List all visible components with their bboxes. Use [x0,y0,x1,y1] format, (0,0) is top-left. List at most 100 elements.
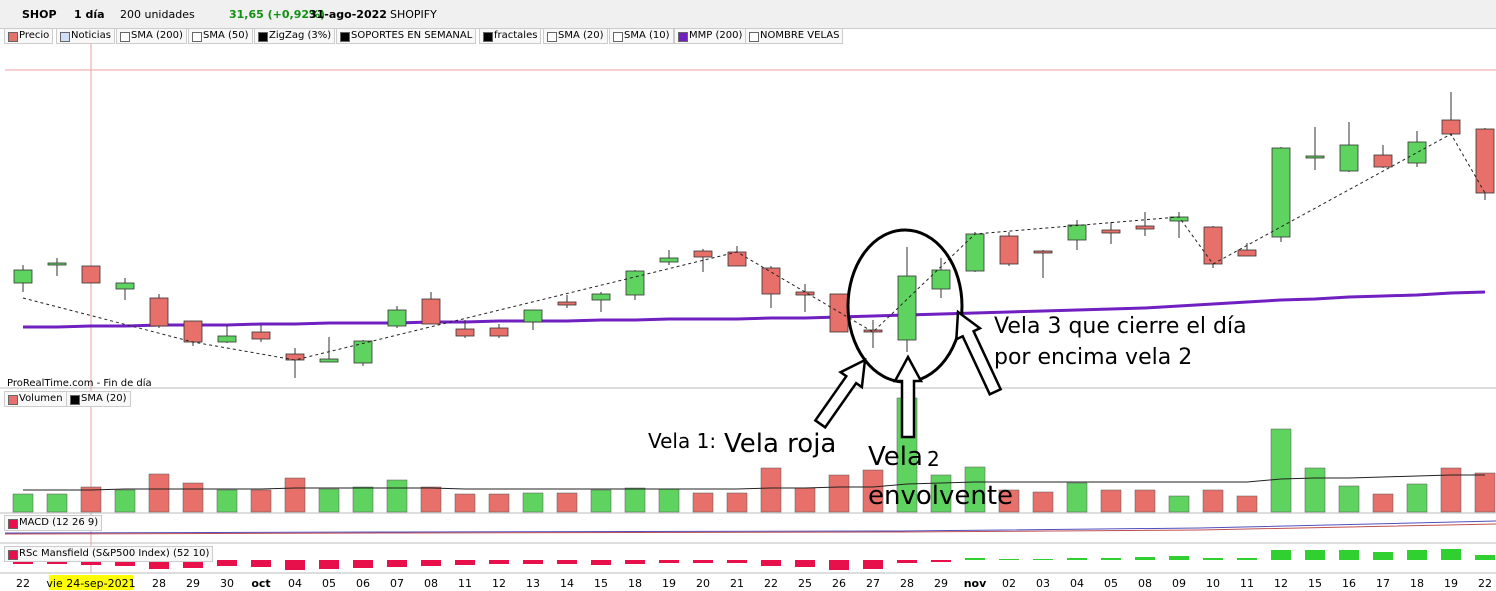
x-tick-label: 09 [1172,577,1186,590]
candle-body [1271,147,1291,238]
rsc-bar [319,560,339,569]
indicator-legend[interactable]: MACD (12 26 9) [4,515,103,531]
rsc-bar [1441,549,1461,560]
volume-bar [1168,495,1190,513]
legend-item[interactable]: fractales [479,28,542,44]
volume-legend-item[interactable]: SMA (20) [66,391,131,407]
candle-body [1067,224,1087,241]
x-tick-label: 03 [1036,577,1050,590]
rsc-bar [659,560,679,563]
annotation: por encima vela 2 [994,345,1192,370]
candle-body [81,265,101,284]
legend-item[interactable]: ZigZag (3%) [254,28,336,44]
swatch [8,550,18,560]
candle-body [693,250,713,258]
x-tick-label: 02 [1002,577,1016,590]
volume-bar [692,492,714,513]
candle-body [795,291,815,296]
volume-bar [420,486,442,513]
rsc-bar [591,560,611,565]
legend-item[interactable]: NOMBRE VELAS [745,28,844,44]
candle-body [1237,249,1257,257]
rsc-bar [965,558,985,560]
rsc-bar [795,560,815,567]
candle-body [1101,229,1121,234]
candle-body [489,327,509,337]
legend-item[interactable]: SMA (200) [116,28,187,44]
x-tick-label: 11 [1240,577,1254,590]
legend-item[interactable]: Noticias [56,28,115,44]
arrow [954,309,1003,396]
legend-item[interactable]: SMA (10) [609,28,674,44]
x-tick-label: 12 [492,577,506,590]
volume-bar [590,489,612,513]
company: SHOPIFY [390,8,437,21]
x-tick-label: 25 [798,577,812,590]
legend-item[interactable]: MMP (200) [674,28,747,44]
volume-bar [1270,428,1292,513]
rsc-bar [625,560,645,564]
rsc-bar [387,560,407,567]
candle-body [829,293,849,333]
annotation: envolvente [868,481,1013,511]
volume-bar [216,489,238,513]
candle-body [1203,226,1223,265]
x-tick-label: 17 [1376,577,1390,590]
x-tick-label: 15 [1308,577,1322,590]
swatch [749,32,759,42]
units[interactable]: 200 unidades [120,8,195,21]
period[interactable]: 1 día [74,8,105,21]
swatch [340,32,350,42]
rsc-bar [1203,558,1223,560]
x-tick-label: 07 [390,577,404,590]
x-tick-label: 22 [764,577,778,590]
candle-body [1033,250,1053,254]
legend-item[interactable]: Precio [4,28,54,44]
candle-body [319,358,339,363]
candle-body [659,257,679,263]
date: 31-ago-2022 [309,8,387,21]
x-tick-label: 26 [832,577,846,590]
x-tick-label: 04 [288,577,302,590]
volume-bar [1372,493,1394,513]
candle-body [115,282,135,290]
x-tick-label: 20 [696,577,710,590]
volume-legend-item[interactable]: Volumen [4,391,67,407]
x-tick-label: 08 [424,577,438,590]
volume-bar [1066,482,1088,513]
volume-bar [46,493,68,513]
annotation: Vela 1: [648,429,716,453]
rsc-bar [115,560,135,566]
symbol[interactable]: SHOP [22,8,57,21]
x-tick-label: 12 [1274,577,1288,590]
volume-bar [1100,489,1122,513]
x-tick-label: 29 [934,577,948,590]
volume-bar [1338,485,1360,513]
indicator-legend[interactable]: RSc Mansfield (S&P500 Index) (52 10) [4,546,214,562]
candle-body [1475,128,1495,194]
legend: Precio Noticias SMA (200) SMA (50) ZigZag (3… [0,28,1496,44]
volume-bar [1032,491,1054,513]
x-tick-label: 21 [730,577,744,590]
swatch [678,32,688,42]
candle-body [1407,141,1427,164]
x-tick-label: 14 [560,577,574,590]
volume-bar [522,492,544,513]
swatch [547,32,557,42]
volume-bar [862,469,884,513]
legend-item[interactable]: SOPORTES EN SEMANAL [336,28,477,44]
legend-item[interactable]: SMA (50) [188,28,253,44]
swatch [8,32,18,42]
rsc-bar [489,560,509,564]
cursor-label-bg [49,575,133,590]
rsc-bar [761,560,781,566]
volume-bar [828,474,850,513]
annotation: 2 [927,447,940,471]
macd-line [4,520,1496,534]
volume-bar [1440,467,1462,513]
candle-body [455,328,475,337]
volume-bar [1134,489,1156,513]
legend-item[interactable]: SMA (20) [543,28,608,44]
candle-body [1305,155,1325,159]
swatch [120,32,130,42]
